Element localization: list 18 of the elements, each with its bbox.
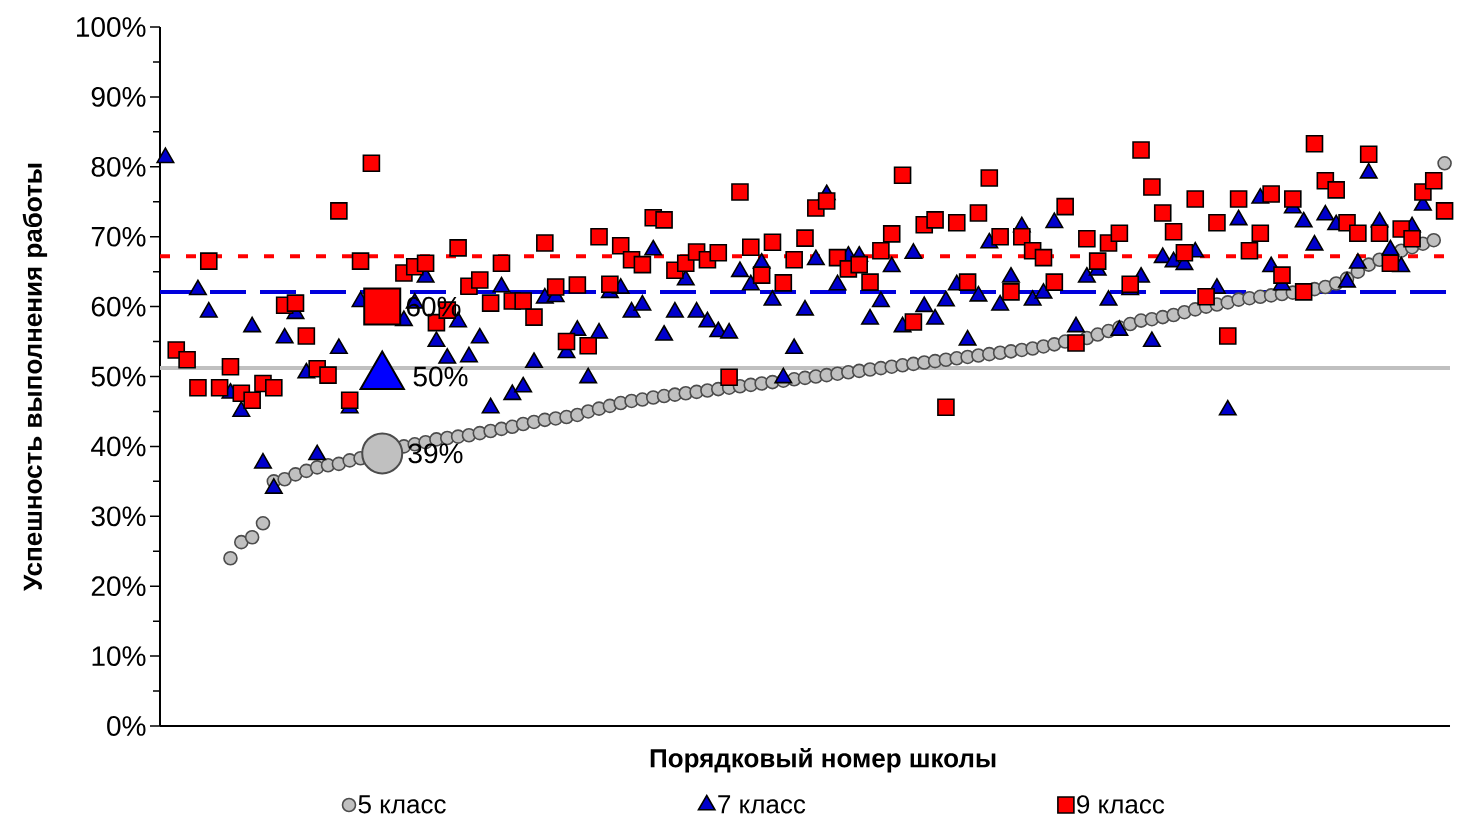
legend-label: 5 класс <box>358 795 446 814</box>
y-tick-label: 0% <box>107 716 146 736</box>
legend-label: 9 класс <box>1077 795 1165 814</box>
y-tick-label: 100% <box>77 17 146 37</box>
y-tick-label: 30% <box>91 506 146 527</box>
x-axis-title: Порядковый номер школы <box>650 747 996 773</box>
y-tick-label: 50% <box>91 366 146 387</box>
y-axis-title: Успешность выполнения работы <box>22 163 48 591</box>
y-tick-label: 40% <box>91 436 146 457</box>
y-tick-label: 60% <box>91 296 146 317</box>
y-tick-label: 20% <box>91 576 146 597</box>
y-tick-label: 10% <box>92 646 146 667</box>
data-label: 39% <box>408 443 463 464</box>
y-tick-label: 90% <box>91 86 146 107</box>
y-tick-label: 70% <box>91 226 146 247</box>
data-label: 50% <box>413 366 468 387</box>
legend-label: 7 класс <box>718 795 806 814</box>
y-tick-label: 80% <box>91 156 146 177</box>
